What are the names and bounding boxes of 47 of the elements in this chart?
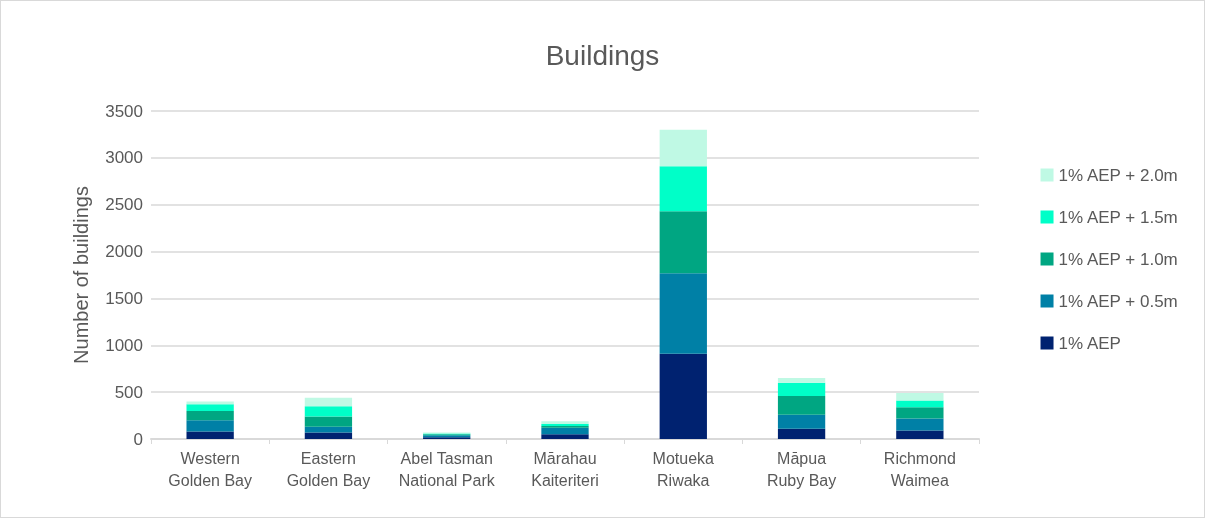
bar [777, 395, 826, 415]
bar [304, 397, 353, 407]
bar [541, 427, 589, 435]
bar [896, 418, 944, 431]
x-tick-label: Western Golden Bay [168, 449, 252, 489]
bar [896, 400, 944, 408]
bar [304, 416, 353, 427]
bar [659, 129, 707, 167]
y-tick-label: 2500 [105, 195, 143, 215]
x-tick-label: Māpua Ruby Bay [766, 449, 837, 489]
bar [777, 378, 826, 383]
x-tick-label: Richmond Waimea [883, 449, 956, 489]
bar [304, 406, 353, 417]
y-axis-title: Number of buildings [70, 186, 92, 364]
bar [659, 211, 707, 274]
bar [186, 404, 234, 411]
x-tick-label: Mārahau Kaiteriteri [531, 449, 599, 489]
bar [659, 166, 707, 212]
y-tick-label: 1500 [105, 288, 143, 308]
bar [541, 434, 589, 439]
y-tick-label: 3500 [105, 101, 143, 121]
bar [186, 410, 234, 421]
legend-label: 1% AEP + 1.0m [1058, 249, 1178, 269]
bar [777, 414, 826, 429]
y-tick-label: 0 [133, 429, 143, 449]
bar [896, 393, 944, 401]
y-tick-label: 1000 [105, 335, 143, 355]
x-tick-label: Abel Tasman National Park [398, 449, 496, 489]
bar [304, 432, 353, 439]
bar [659, 353, 707, 439]
legend-label: 1% AEP + 1.5m [1058, 207, 1178, 227]
x-tick-label: Motueka Riwaka [652, 449, 715, 489]
x-tick-label: Eastern Golden Bay [286, 449, 371, 489]
legend-label: 1% AEP [1058, 333, 1121, 353]
y-tick-label: 500 [114, 382, 143, 402]
y-tick-label: 2000 [105, 242, 143, 262]
bar [896, 407, 944, 419]
y-tick-label: 3000 [105, 148, 143, 168]
legend-label: 1% AEP + 0.5m [1058, 291, 1178, 311]
bar [659, 273, 707, 354]
bar [186, 420, 234, 432]
bar [777, 428, 826, 439]
chart-title: Buildings [545, 39, 660, 71]
bar [896, 430, 944, 439]
bar [186, 431, 234, 439]
legend-label: 1% AEP + 2.0m [1058, 165, 1178, 185]
bar [777, 382, 826, 396]
